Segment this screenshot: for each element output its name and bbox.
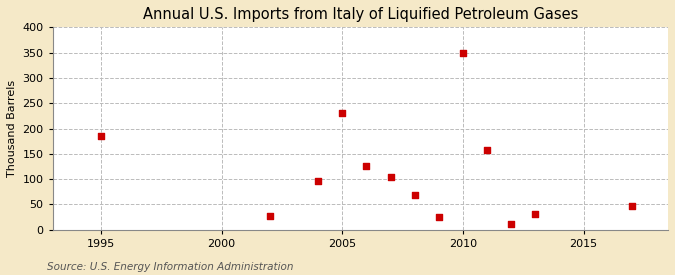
Point: [506, 221, 516, 226]
Point: [458, 50, 468, 55]
Point: [385, 174, 396, 179]
Point: [361, 164, 372, 169]
Title: Annual U.S. Imports from Italy of Liquified Petroleum Gases: Annual U.S. Imports from Italy of Liquif…: [142, 7, 578, 22]
Point: [265, 214, 275, 218]
Point: [96, 134, 107, 138]
Point: [337, 111, 348, 116]
Point: [626, 204, 637, 208]
Point: [409, 193, 420, 197]
Point: [433, 215, 444, 219]
Point: [482, 148, 493, 153]
Text: Source: U.S. Energy Information Administration: Source: U.S. Energy Information Administ…: [47, 262, 294, 272]
Point: [313, 178, 323, 183]
Point: [530, 211, 541, 216]
Y-axis label: Thousand Barrels: Thousand Barrels: [7, 80, 17, 177]
